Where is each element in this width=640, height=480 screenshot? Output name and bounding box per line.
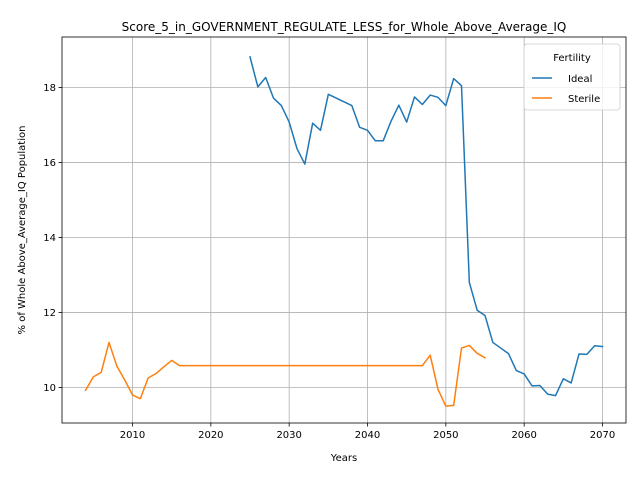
legend-box xyxy=(523,43,621,111)
y-tick-label: 14 xyxy=(43,233,56,244)
legend-title: Fertility xyxy=(553,53,591,64)
series-line-sterile xyxy=(84,341,487,407)
y-tick-label: 12 xyxy=(43,308,56,319)
chart-title: Score_5_in_GOVERNMENT_REGULATE_LESS_for_… xyxy=(122,20,567,34)
x-tick-label: 2010 xyxy=(120,430,145,441)
x-axis: 2010 2020 2030 2040 2050 2060 2070 xyxy=(120,423,615,441)
y-axis-label: % of Whole Above_Average_IQ Population xyxy=(17,126,28,335)
legend-label-ideal: Ideal xyxy=(568,74,592,85)
y-tick-label: 16 xyxy=(43,158,56,169)
y-axis: 10 12 14 16 18 xyxy=(43,83,62,394)
x-tick-label: 2040 xyxy=(355,430,380,441)
legend-label-sterile: Sterile xyxy=(568,94,600,105)
legend: Fertility Ideal Sterile xyxy=(523,43,621,111)
y-tick-label: 18 xyxy=(43,83,56,94)
x-tick-label: 2060 xyxy=(511,430,536,441)
y-tick-label: 10 xyxy=(43,383,56,394)
x-tick-label: 2020 xyxy=(198,430,223,441)
series-line-ideal xyxy=(249,55,604,397)
x-axis-label: Years xyxy=(330,453,357,464)
plot-frame xyxy=(61,36,627,424)
series-layer xyxy=(84,55,604,407)
x-tick-label: 2050 xyxy=(433,430,458,441)
x-tick-label: 2030 xyxy=(276,430,301,441)
x-tick-label: 2070 xyxy=(590,430,615,441)
